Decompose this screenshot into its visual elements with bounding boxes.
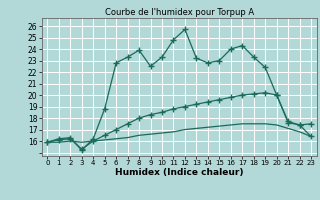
X-axis label: Humidex (Indice chaleur): Humidex (Indice chaleur) [115,168,244,177]
Title: Courbe de l'humidex pour Torpup A: Courbe de l'humidex pour Torpup A [105,8,254,17]
